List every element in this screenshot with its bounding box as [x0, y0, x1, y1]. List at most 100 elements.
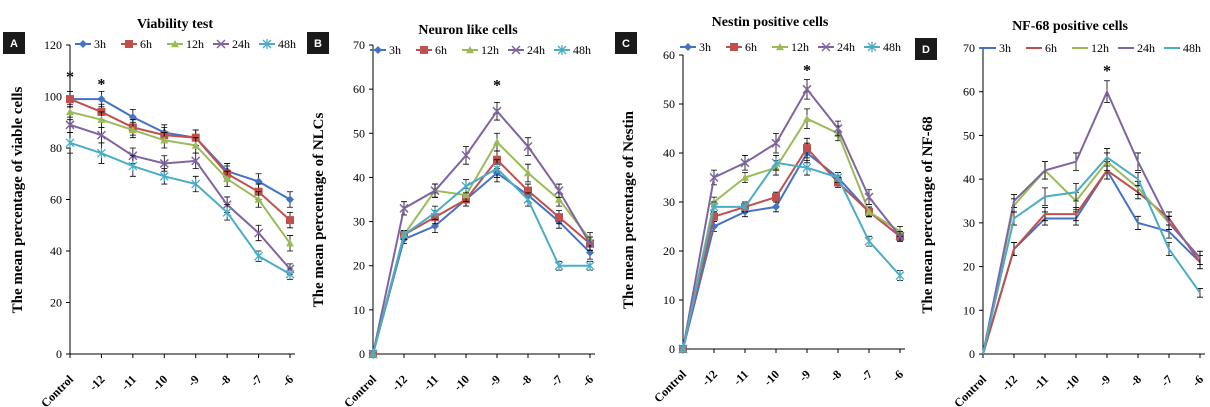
series-line — [682, 117, 901, 350]
x-tick-label: -9 — [796, 367, 813, 384]
series-line — [69, 123, 291, 270]
data-point — [585, 239, 595, 249]
legend-item-12h: 12h — [1072, 41, 1109, 55]
data-point — [286, 239, 294, 247]
legend-item-24h: 24h — [213, 37, 250, 51]
data-point — [740, 201, 750, 212]
legend-label: 24h — [232, 37, 250, 51]
data-point — [223, 174, 232, 183]
y-tick-label: 40 — [963, 172, 975, 186]
legend-marker — [511, 45, 521, 55]
series-48h — [982, 148, 1203, 355]
data-point — [895, 231, 905, 241]
data-point — [191, 156, 201, 166]
panel-c-title: Nestin positive cells — [712, 15, 829, 30]
series-line — [682, 146, 901, 350]
data-point — [97, 115, 106, 123]
series-line — [372, 171, 591, 355]
y-tick-label: 60 — [50, 193, 62, 207]
data-point — [833, 172, 843, 183]
data-point — [523, 141, 533, 152]
data-point — [222, 207, 232, 218]
panel-d-plot: 0 10 20 30 40 50 60 70 Control -12 -11 -10 -9 -8 -7 -6 3… — [951, 41, 1206, 407]
data-point — [585, 260, 595, 271]
significance-star: * — [66, 69, 74, 86]
data-point — [461, 181, 471, 192]
y-tick-label: 0 — [969, 347, 975, 361]
series-24h — [65, 116, 295, 275]
series-24h — [678, 79, 905, 354]
panel-a-ylabel: The mean percentage of viable cells — [10, 86, 26, 313]
legend-label: 3h — [999, 41, 1011, 55]
data-point — [191, 141, 200, 149]
panel-b-ylabel: The mean percentage of NLCs — [311, 112, 327, 307]
data-point — [128, 161, 138, 172]
data-point — [895, 270, 905, 281]
data-point — [771, 157, 781, 168]
panel-label-c: C — [622, 38, 630, 50]
data-point — [523, 194, 533, 205]
x-tick-label: -8 — [216, 372, 233, 389]
legend-marker — [776, 43, 784, 51]
legend-marker — [171, 40, 179, 48]
legend-marker — [374, 46, 382, 54]
y-tick-label: 10 — [353, 303, 365, 317]
data-point — [524, 186, 532, 195]
x-tick-label: -10 — [1061, 372, 1082, 393]
panel-label-d-badge — [915, 38, 937, 60]
data-point — [97, 95, 106, 104]
data-point — [710, 212, 718, 221]
x-tick-label: -11 — [118, 372, 139, 393]
data-point — [399, 229, 409, 240]
data-point — [709, 172, 719, 183]
y-tick-label: 10 — [663, 293, 675, 307]
series-48h — [678, 155, 905, 354]
data-point — [254, 177, 263, 186]
data-point — [159, 171, 169, 182]
x-tick-label: -10 — [451, 372, 472, 393]
panel-c: C Nestin positive cells The mean percent… — [615, 15, 906, 405]
data-point — [803, 114, 811, 122]
legend-marker — [466, 46, 474, 54]
legend-item-12h: 12h — [462, 43, 499, 57]
data-point — [128, 125, 137, 134]
y-tick-label: 30 — [353, 215, 365, 229]
data-point — [462, 191, 470, 199]
x-tick-label: Control — [341, 372, 379, 407]
data-point — [191, 179, 201, 190]
series-line — [982, 89, 1201, 355]
legend-item-12h: 12h — [167, 37, 204, 51]
panel-a: A Viability test The mean percentage of … — [3, 17, 296, 407]
data-point — [678, 344, 688, 354]
data-point — [771, 138, 781, 148]
panel-a-title: Viability test — [137, 17, 213, 32]
series-line — [982, 169, 1201, 355]
legend-label: 48h — [1183, 41, 1201, 55]
panel-label-a: A — [10, 38, 18, 50]
legend-label: 24h — [527, 43, 545, 57]
series-line — [69, 110, 291, 244]
y-tick-label: 70 — [353, 38, 365, 52]
data-point — [554, 260, 564, 271]
series-6h — [369, 150, 594, 358]
data-point — [254, 195, 263, 203]
legend-item-3h: 3h — [75, 37, 106, 51]
legend-label: 12h — [1091, 41, 1109, 55]
series-line — [70, 98, 291, 201]
legend-item-3h: 3h — [980, 41, 1011, 55]
x-tick-label: -6 — [579, 372, 596, 389]
legend-item-24h: 24h — [1118, 41, 1155, 55]
legend-marker — [420, 46, 428, 54]
legend-item-3h: 3h — [680, 40, 711, 54]
data-point — [772, 193, 780, 202]
legend-label: 24h — [837, 40, 855, 54]
x-tick-label: -7 — [548, 372, 565, 389]
data-point — [802, 162, 812, 173]
panel-label-a-badge — [3, 32, 25, 54]
x-tick-label: -9 — [1096, 372, 1113, 389]
y-tick-label: 0 — [669, 342, 675, 356]
series-line — [372, 109, 591, 355]
legend-marker — [79, 40, 87, 48]
legend-label: 6h — [435, 43, 447, 57]
y-tick-label: 50 — [963, 128, 975, 142]
